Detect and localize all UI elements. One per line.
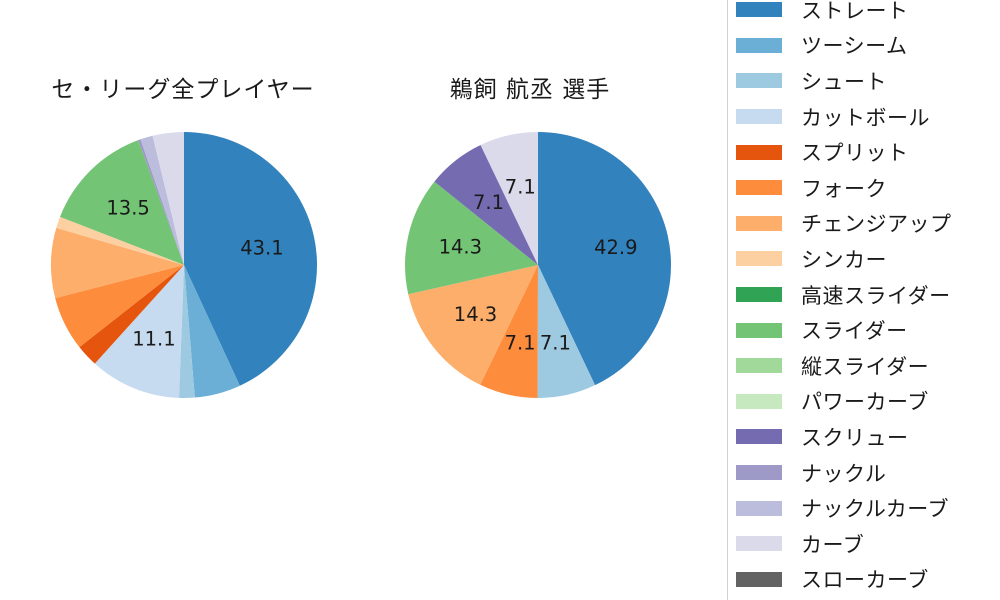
legend-item-スプリット: スプリット	[728, 134, 1000, 170]
legend-label: シュート	[801, 69, 887, 94]
pie-slice-ストレート	[538, 132, 672, 386]
legend-item-カーブ: カーブ	[728, 526, 1000, 562]
legend-item-パワーカーブ: パワーカーブ	[728, 384, 1000, 420]
pie-percent-label: 11.1	[132, 327, 175, 350]
pie-slice-シュート	[537, 265, 596, 399]
pie-slice-フォーク	[480, 265, 538, 398]
legend-label: カーブ	[801, 532, 865, 557]
legend-label: ストレート	[801, 0, 909, 23]
legend-label: フォーク	[801, 176, 887, 201]
legend-item-フォーク: フォーク	[728, 170, 1000, 206]
pie-percent-label: 14.3	[439, 236, 482, 259]
legend-item-シンカー: シンカー	[728, 241, 1000, 277]
legend-swatch-icon	[736, 180, 782, 196]
pie-percent-label: 7.1	[505, 331, 536, 354]
pie-slice-ナックルカーブ	[140, 135, 184, 265]
legend-swatch-icon	[736, 215, 782, 231]
pie-slice-ナックル	[138, 139, 184, 265]
legend: ストレートツーシームシュートカットボール スプリットフォークチェンジアップ シンカー…	[727, 0, 1000, 600]
legend-swatch-icon	[736, 465, 782, 481]
pie-slice-シュート	[178, 265, 195, 399]
legend-item-ナックルカーブ: ナックルカーブ	[728, 490, 1000, 526]
legend-swatch-icon	[736, 144, 782, 160]
legend-swatch-icon	[736, 393, 782, 409]
legend-swatch-icon	[736, 73, 782, 89]
pie-percent-label: 42.9	[594, 236, 637, 259]
chart-title-player: 鵜飼 航丞 選手	[449, 77, 611, 103]
legend-swatch-icon	[736, 322, 782, 338]
legend-label: シンカー	[801, 247, 887, 272]
legend-swatch-icon	[736, 2, 782, 18]
pie-percent-label: 43.1	[240, 236, 283, 259]
legend-swatch-icon	[736, 358, 782, 374]
legend-swatch-icon	[736, 571, 782, 587]
legend-label: ナックルカーブ	[801, 497, 949, 522]
legend-item-ツーシーム: ツーシーム	[728, 28, 1000, 64]
pie-slice-カットボール	[94, 265, 184, 398]
legend-label: スクリュー	[801, 425, 909, 450]
legend-swatch-icon	[736, 109, 782, 125]
legend-label: ナックル	[801, 461, 887, 486]
legend-item-高速スライダー: 高速スライダー	[728, 277, 1000, 313]
pie-slice-カーブ	[480, 132, 538, 265]
legend-label: パワーカーブ	[801, 390, 929, 415]
pie-chart-player: 42.97.17.114.314.37.17.1	[405, 132, 672, 399]
legend-label: ツーシーム	[801, 34, 908, 59]
legend-swatch-icon	[736, 251, 782, 267]
legend-swatch-icon	[736, 500, 782, 516]
legend-swatch-icon	[736, 536, 782, 552]
legend-item-チェンジアップ: チェンジアップ	[728, 206, 1000, 242]
legend-swatch-icon	[736, 287, 782, 303]
legend-item-スクリュー: スクリュー	[728, 419, 1000, 455]
legend-item-スローカーブ: スローカーブ	[728, 562, 1000, 598]
legend-item-カットボール: カットボール	[728, 99, 1000, 135]
pie-slice-スプリット	[79, 265, 184, 364]
legend-label: カットボール	[801, 105, 930, 130]
pie-percent-label: 7.1	[505, 176, 536, 199]
pie-slice-チェンジアップ	[50, 227, 184, 299]
pie-slice-フォーク	[55, 265, 185, 348]
pie-percent-label: 13.5	[106, 197, 149, 220]
legend-item-ナックル: ナックル	[728, 455, 1000, 491]
pie-slice-スライダー	[60, 140, 184, 265]
pie-slice-シンカー	[56, 216, 184, 265]
legend-label: 高速スライダー	[801, 283, 951, 308]
pie-slice-ストレート	[184, 132, 318, 386]
chart-title-league: セ・リーグ全プレイヤー	[51, 77, 315, 103]
pie-chart-league: 43.1 11.1 13.5	[50, 132, 318, 399]
pie-slice-カーブ	[152, 132, 184, 265]
pie-slice-ツーシーム	[184, 265, 240, 398]
legend-label: 縦スライダー	[801, 354, 930, 379]
legend-label: チェンジアップ	[801, 212, 952, 237]
pie-percent-label: 7.1	[540, 331, 571, 354]
legend-item-スライダー: スライダー	[728, 312, 1000, 348]
pie-slice-チェンジアップ	[408, 265, 538, 385]
pie-slice-スライダー	[405, 181, 538, 295]
legend-label: スローカーブ	[801, 568, 929, 593]
pie-percent-label: 14.3	[454, 303, 497, 326]
legend-item-シュート: シュート	[728, 63, 1000, 99]
legend-swatch-icon	[736, 429, 782, 445]
pie-slice-スクリュー	[434, 145, 538, 265]
legend-item-縦スライダー: 縦スライダー	[728, 348, 1000, 384]
legend-swatch-icon	[736, 37, 782, 53]
pie-percent-label: 7.1	[473, 191, 504, 214]
legend-label: スライダー	[801, 319, 908, 344]
legend-label: スプリット	[801, 141, 909, 166]
legend-item-ストレート: ストレート	[728, 0, 1000, 28]
